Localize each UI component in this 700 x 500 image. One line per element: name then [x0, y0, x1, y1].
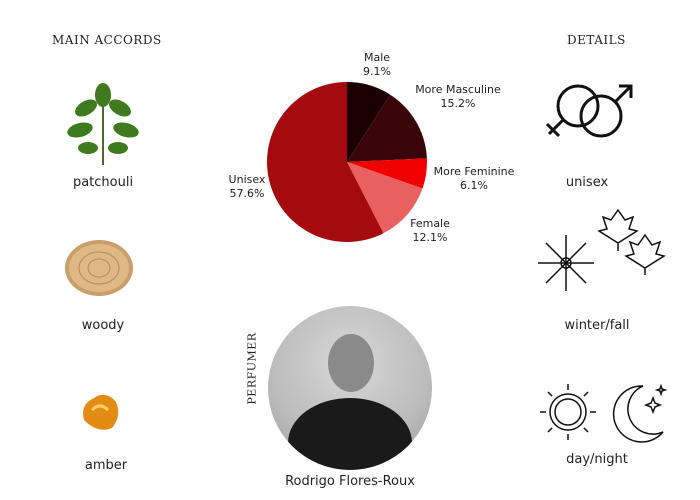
pie-slice-more-feminine	[347, 158, 427, 189]
accord-label: amber	[84, 458, 128, 473]
pie-label-more-feminine: More Feminine 6.1%	[433, 165, 515, 192]
gender-pie-chart	[267, 82, 427, 242]
pie-slice-male	[347, 82, 391, 162]
detail-label: winter/fall	[564, 318, 630, 333]
pie-slice-unisex	[267, 82, 384, 242]
pie-label-female: Female 12.1%	[410, 217, 450, 244]
perfumer-photo	[268, 306, 432, 470]
snowflake-maple-leaf-icon	[538, 208, 666, 291]
pie-slice-more-masculine	[347, 94, 427, 162]
accord-label: woody	[81, 318, 125, 333]
perfumer-name: Rodrigo Flores-Roux	[285, 474, 415, 489]
sun-moon-icon	[540, 383, 668, 443]
pie-label-unisex: Unisex 57.6%	[228, 173, 266, 200]
patchouli-leaf-icon	[67, 83, 139, 165]
detail-label: unisex	[565, 175, 609, 190]
accord-label: patchouli	[72, 175, 134, 190]
pie-label-more-masculine: More Masculine 15.2%	[415, 83, 501, 110]
details-heading: DETAILS	[567, 33, 626, 47]
wood-slice-icon	[65, 240, 133, 296]
detail-label: day/night	[566, 452, 628, 467]
gender-symbols-icon	[545, 84, 633, 138]
main-accords-heading: MAIN ACCORDS	[52, 33, 162, 47]
perfumer-heading: PERFUMER	[245, 332, 259, 405]
pie-slice-female	[347, 162, 423, 234]
pie-label-male: Male 9.1%	[363, 51, 391, 78]
amber-stone-icon	[83, 394, 119, 430]
